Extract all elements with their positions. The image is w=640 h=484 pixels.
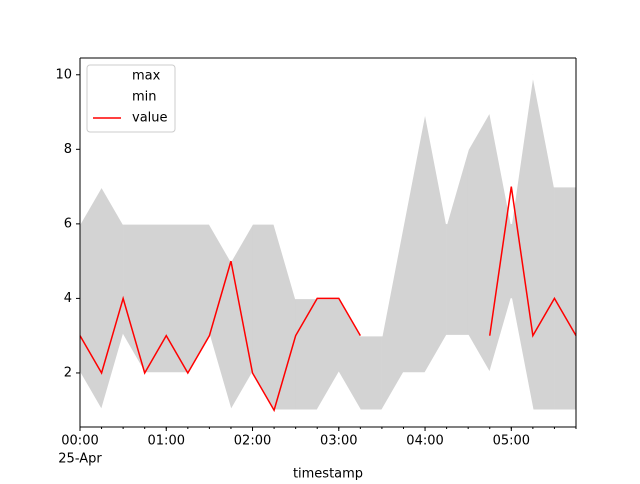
range-fill — [187, 223, 210, 374]
range-fill — [144, 223, 167, 374]
range-fill — [316, 298, 340, 412]
range-fill — [554, 186, 577, 411]
range-fill — [424, 111, 447, 374]
range-fill — [295, 298, 318, 411]
legend-label: max — [132, 69, 161, 84]
x-tick-label: 04:00 — [406, 434, 443, 449]
range-fill — [360, 335, 383, 411]
x-tick-label: 00:00 — [61, 434, 98, 449]
range-fill — [166, 223, 189, 374]
series-line — [79, 186, 577, 413]
y-tick-label: 2 — [64, 365, 72, 380]
range-fill — [511, 74, 534, 411]
series-line — [79, 298, 576, 413]
x-tick-label: 02:00 — [234, 434, 271, 449]
range-fill — [446, 149, 469, 336]
range-fill — [403, 111, 426, 374]
x-date-label: 25-Apr — [58, 452, 102, 467]
range-fill — [101, 185, 124, 411]
range-fill — [338, 297, 361, 412]
range-fill — [273, 223, 296, 411]
range-fill — [79, 185, 102, 412]
y-tick-label: 10 — [55, 67, 72, 82]
plot-area — [79, 74, 577, 413]
axes-frame — [79, 57, 577, 428]
y-tick-label: 4 — [64, 291, 72, 306]
legend-label: min — [132, 90, 157, 105]
x-tick-label: 01:00 — [148, 434, 185, 449]
x-tick-label: 03:00 — [320, 434, 357, 449]
range-fill — [209, 222, 232, 411]
range-fill — [252, 223, 275, 412]
x-tick-label: 05:00 — [493, 434, 530, 449]
legend: max min value — [86, 64, 176, 133]
y-tick-label: 6 — [64, 216, 72, 231]
y-tick-label: 8 — [64, 142, 72, 157]
legend-box — [86, 64, 176, 133]
range-fill — [532, 74, 555, 411]
x-axis-label: timestamp — [293, 467, 363, 481]
range-fill — [122, 223, 145, 374]
range-fill — [467, 111, 490, 374]
legend-label: value — [132, 111, 168, 126]
